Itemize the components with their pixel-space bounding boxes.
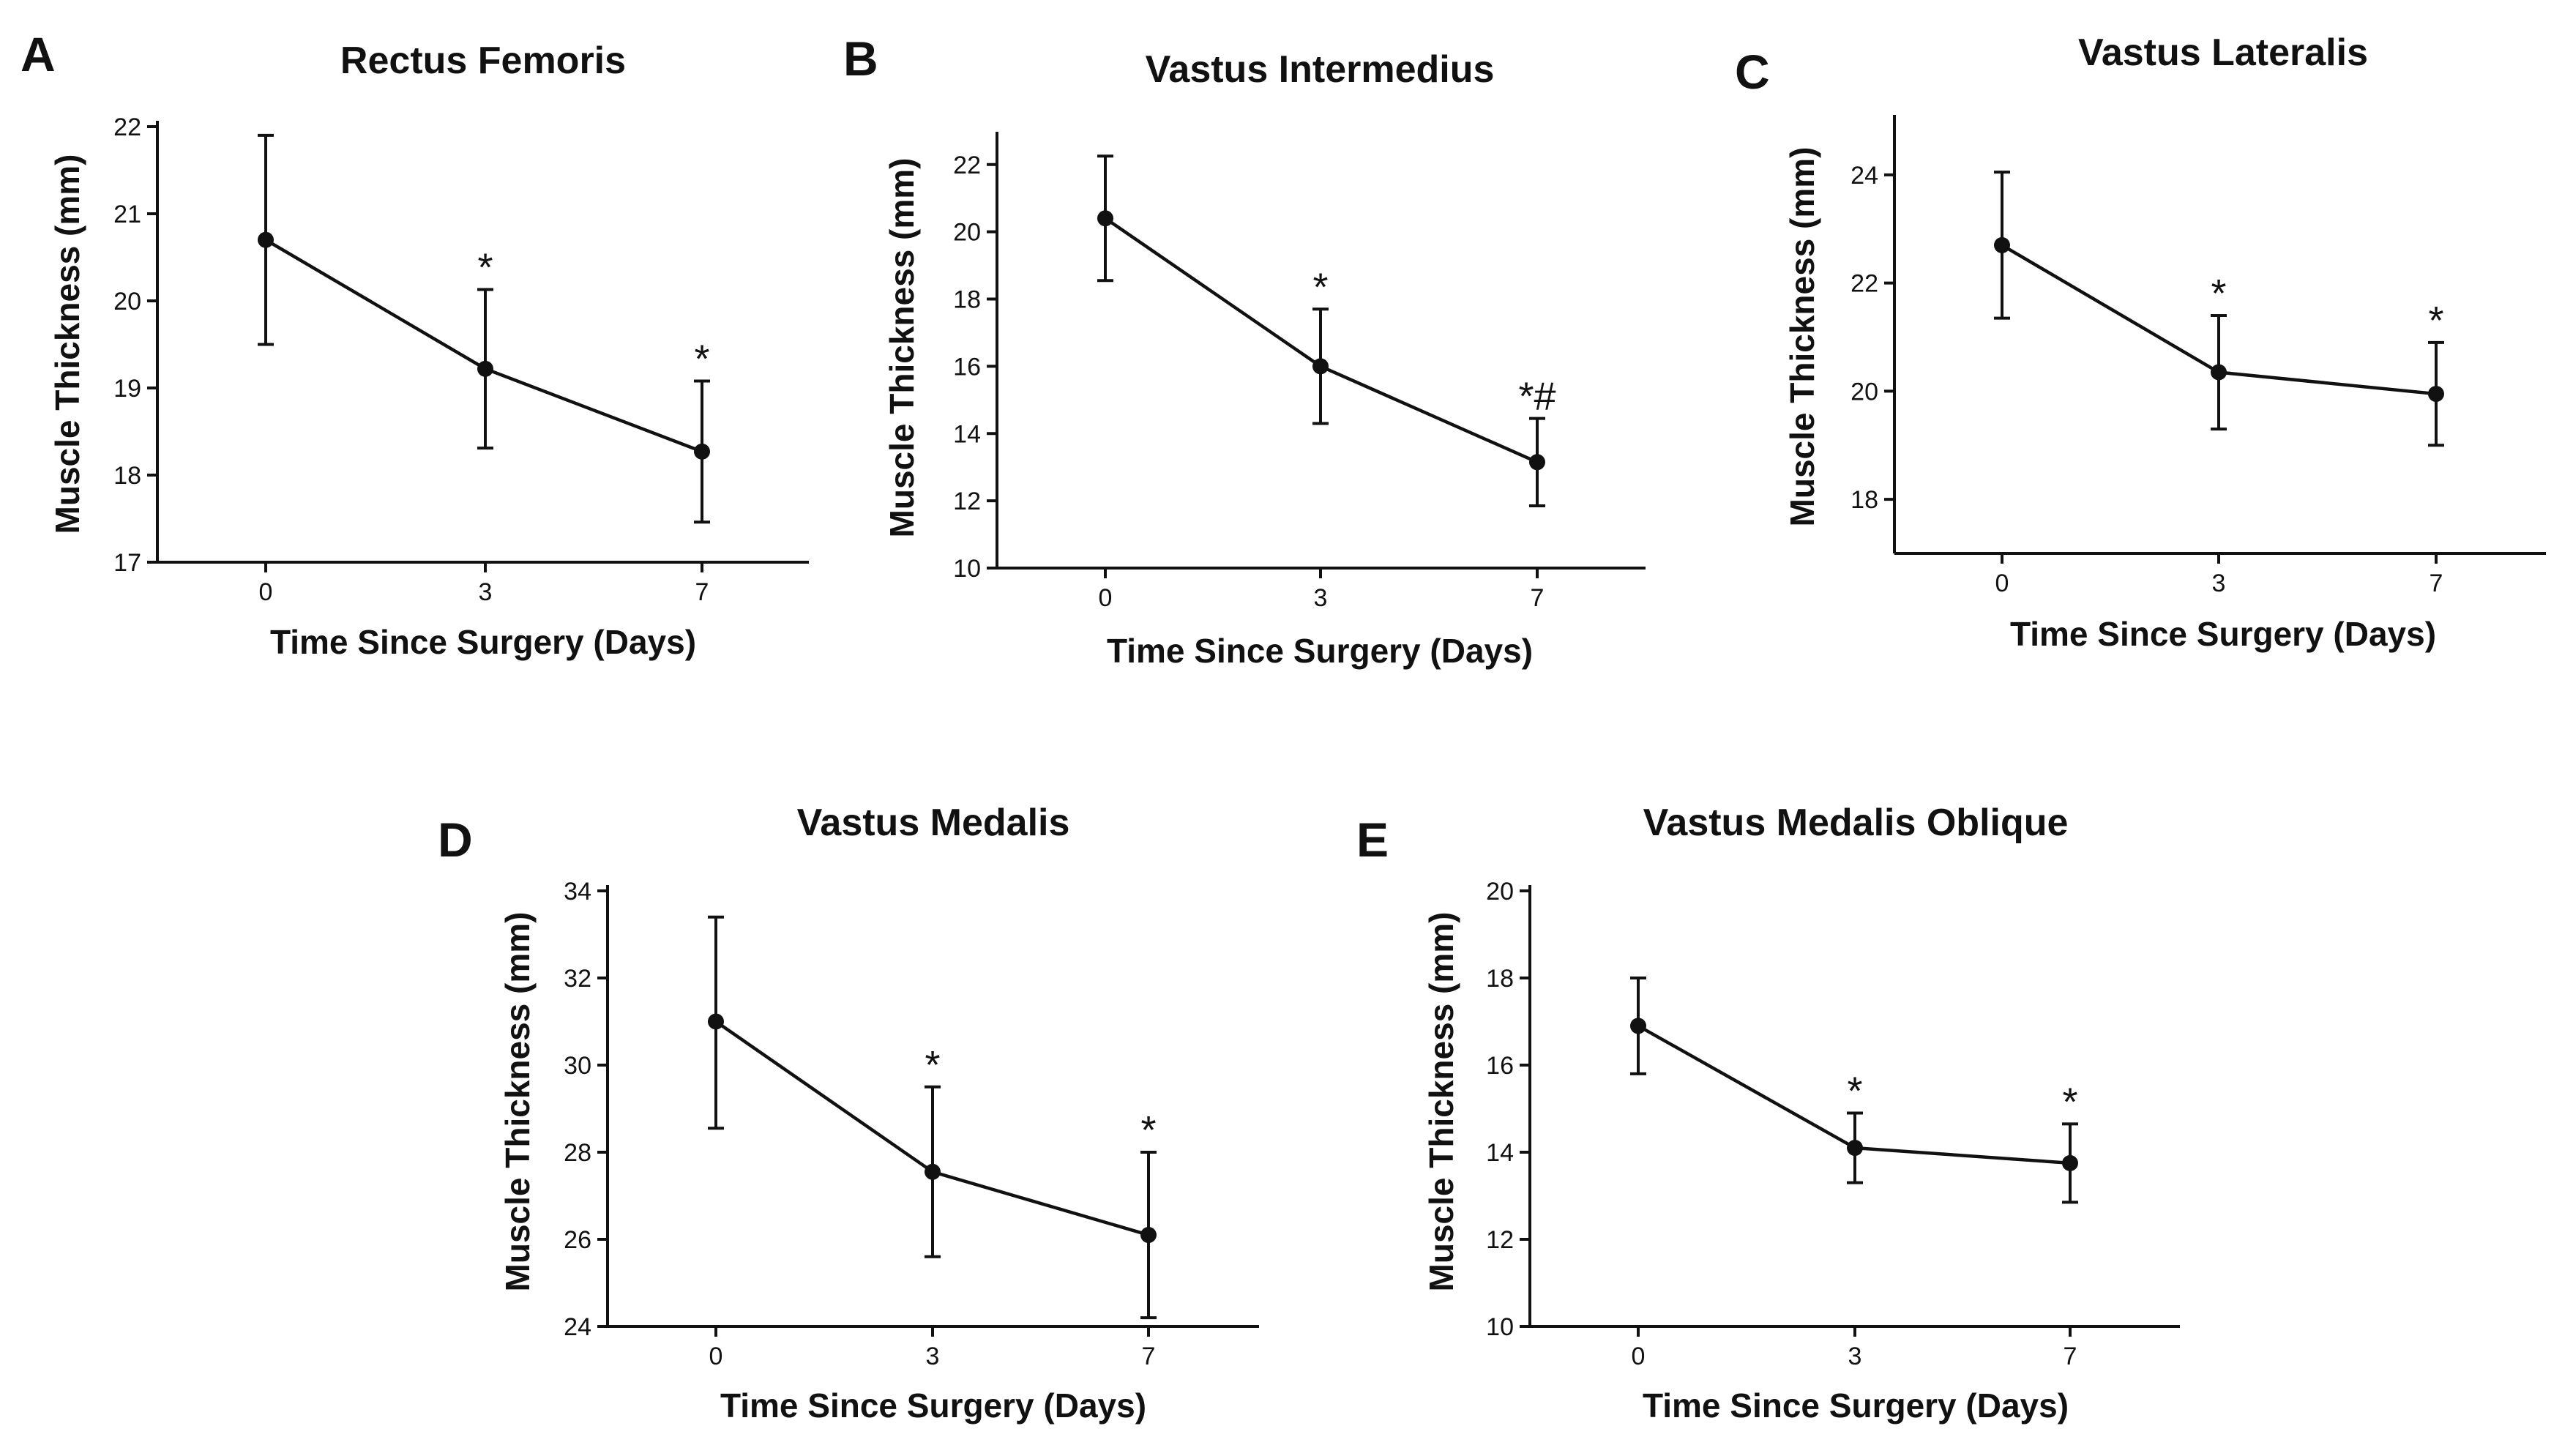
data-point <box>1994 236 2010 253</box>
y-tick-label: 21 <box>113 201 141 228</box>
y-tick-label: 18 <box>113 462 141 490</box>
y-axis-label: Muscle Thickness (mm) <box>1422 912 1460 1292</box>
significance-marker: * <box>925 1043 940 1087</box>
significance-marker: *# <box>1518 375 1556 419</box>
y-tick-label: 20 <box>1850 378 1878 406</box>
data-point <box>694 443 710 460</box>
significance-marker: * <box>694 337 709 381</box>
x-tick-label: 3 <box>479 578 493 606</box>
data-point <box>1630 1018 1646 1034</box>
x-tick-label: 3 <box>926 1343 940 1370</box>
y-tick-label: 17 <box>113 549 141 577</box>
y-axis-label: Muscle Thickness (mm) <box>1783 147 1821 527</box>
y-axis-label: Muscle Thickness (mm) <box>48 154 86 534</box>
x-axis-label: Time Since Surgery (Days) <box>720 1386 1146 1425</box>
y-tick-label: 22 <box>953 152 981 179</box>
y-tick-label: 20 <box>1486 878 1514 906</box>
panel-letter: D <box>438 813 473 867</box>
significance-marker: * <box>477 246 493 290</box>
significance-marker: * <box>1140 1108 1156 1152</box>
panel-letter: E <box>1356 813 1389 867</box>
chart-title: Vastus Medalis Oblique <box>1643 802 2069 844</box>
data-point <box>1097 210 1113 227</box>
y-tick-label: 32 <box>564 965 591 993</box>
data-point <box>708 1013 724 1030</box>
x-tick-label: 7 <box>2064 1343 2077 1370</box>
y-tick-label: 20 <box>953 219 981 247</box>
data-point <box>1529 454 1545 471</box>
chart-title: Vastus Intermedius <box>1146 48 1495 91</box>
x-tick-label: 7 <box>695 578 709 606</box>
x-tick-label: 0 <box>1995 570 2009 597</box>
chart-title: Rectus Femoris <box>340 40 626 82</box>
x-tick-label: 0 <box>709 1343 723 1370</box>
x-axis-label: Time Since Surgery (Days) <box>1107 632 1533 670</box>
y-axis-label: Muscle Thickness (mm) <box>883 158 921 538</box>
significance-marker: * <box>2428 299 2443 343</box>
chart-title: Vastus Lateralis <box>2078 31 2368 74</box>
y-tick-label: 12 <box>1486 1226 1514 1254</box>
data-point <box>258 231 274 248</box>
x-tick-label: 3 <box>1848 1343 1862 1370</box>
x-tick-label: 7 <box>2430 570 2443 597</box>
y-tick-label: 22 <box>1850 270 1878 298</box>
x-tick-label: 3 <box>1314 584 1328 612</box>
data-point <box>2428 386 2444 403</box>
y-tick-label: 30 <box>564 1052 591 1080</box>
y-tick-label: 10 <box>1486 1313 1514 1341</box>
y-tick-label: 22 <box>113 113 141 141</box>
data-point <box>2211 364 2227 381</box>
y-tick-label: 20 <box>113 288 141 316</box>
y-axis-label: Muscle Thickness (mm) <box>498 912 537 1292</box>
x-tick-label: 7 <box>1531 584 1545 612</box>
data-point <box>477 360 493 377</box>
y-tick-label: 19 <box>113 375 141 403</box>
x-axis-label: Time Since Surgery (Days) <box>1643 1386 2069 1425</box>
data-point <box>1312 358 1329 375</box>
y-tick-label: 10 <box>953 555 981 583</box>
data-point <box>925 1163 941 1180</box>
significance-marker: * <box>2211 272 2226 316</box>
y-tick-label: 18 <box>953 286 981 314</box>
data-point <box>1847 1140 1863 1157</box>
x-axis-label: Time Since Surgery (Days) <box>270 623 696 661</box>
panel-e: E Vastus Medalis Oblique 10 12 14 16 18 20 0 3 7 Ti… <box>1356 802 2180 1425</box>
panel-c: C Vastus Lateralis 18 20 22 24 0 3 7 Time Since S… <box>1735 31 2546 653</box>
y-tick-label: 16 <box>953 353 981 381</box>
x-tick-label: 0 <box>259 578 273 606</box>
y-tick-label: 14 <box>1486 1139 1514 1167</box>
data-point <box>2062 1154 2078 1171</box>
data-point <box>1140 1227 1157 1244</box>
panel-letter: C <box>1735 45 1770 99</box>
y-tick-label: 24 <box>564 1313 591 1341</box>
panel-letter: B <box>843 31 878 86</box>
panel-letter: A <box>20 27 56 81</box>
x-tick-label: 0 <box>1632 1343 1646 1370</box>
x-tick-label: 0 <box>1099 584 1113 612</box>
chart-title: Vastus Medalis <box>797 802 1070 844</box>
panel-d: D Vastus Medalis 24 26 28 30 32 34 0 3 7 Time Since… <box>438 802 1259 1425</box>
y-tick-label: 18 <box>1850 486 1878 514</box>
panel-b: B Vastus Intermedius 10 12 14 16 18 20 22 0 3 7 Time… <box>843 31 1646 670</box>
significance-marker: * <box>1312 265 1328 309</box>
panel-a: A Rectus Femoris 17 18 19 20 21 22 0 3 7 Time Since… <box>20 27 809 661</box>
y-tick-label: 18 <box>1486 965 1514 993</box>
y-tick-label: 16 <box>1486 1052 1514 1080</box>
significance-marker: * <box>1847 1069 1862 1113</box>
x-tick-label: 7 <box>1142 1343 1156 1370</box>
y-tick-label: 26 <box>564 1226 591 1254</box>
y-tick-label: 14 <box>953 420 981 448</box>
y-tick-label: 34 <box>564 878 591 906</box>
y-tick-label: 12 <box>953 488 981 515</box>
x-tick-label: 3 <box>2212 570 2226 597</box>
y-tick-label: 28 <box>564 1139 591 1167</box>
x-axis-label: Time Since Surgery (Days) <box>2010 615 2436 653</box>
significance-marker: * <box>2062 1080 2077 1124</box>
y-tick-label: 24 <box>1850 162 1878 190</box>
